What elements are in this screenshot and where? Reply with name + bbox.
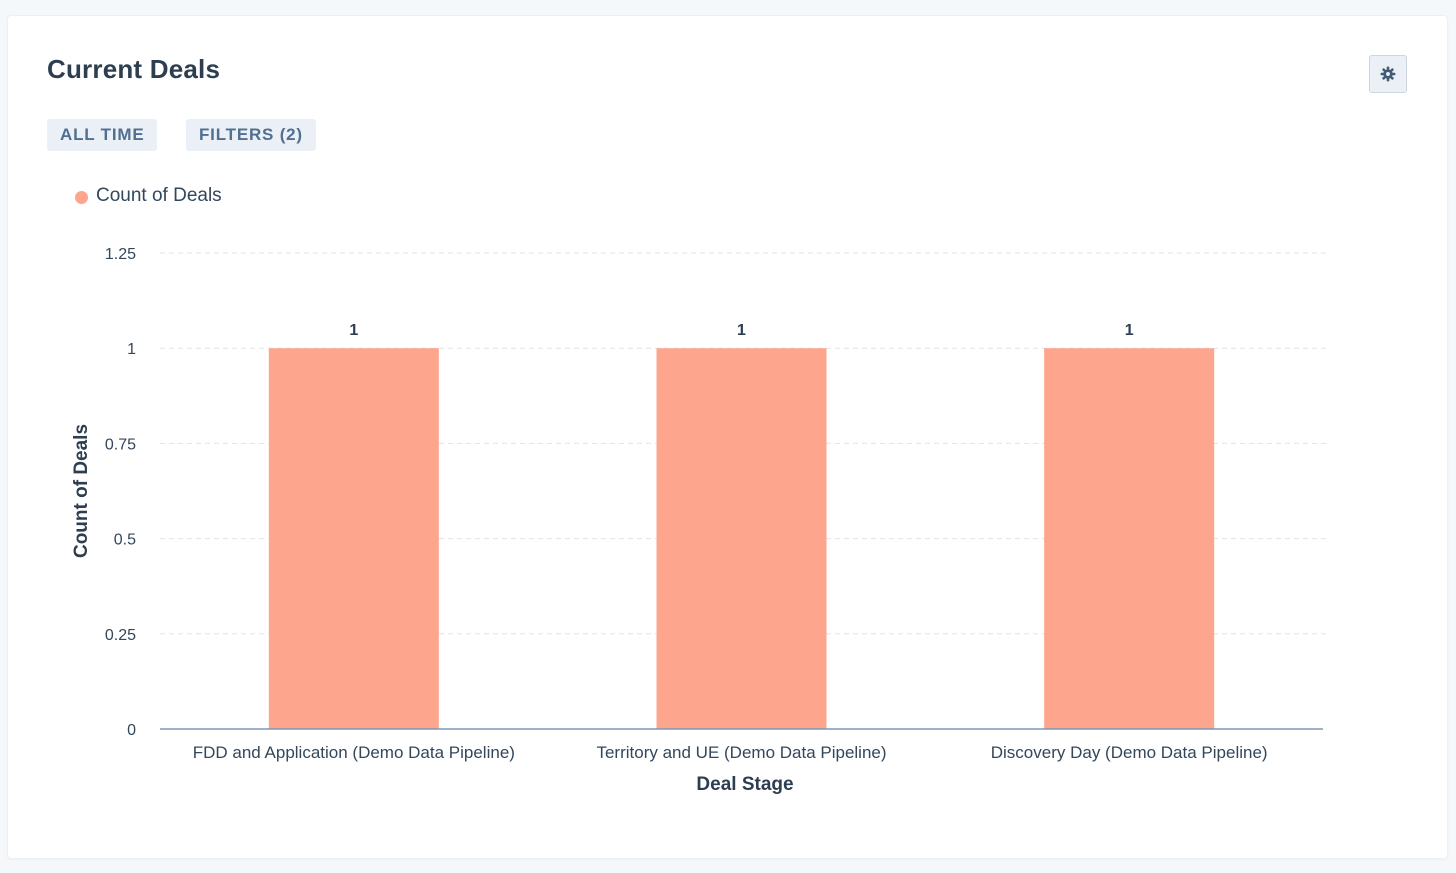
chart-legend: Count of Deals (75, 185, 222, 207)
bar (656, 348, 827, 729)
bar (268, 348, 439, 729)
data-label: 1 (349, 322, 358, 339)
report-title: Current Deals (47, 54, 221, 84)
date-range-filter[interactable]: ALL TIME (47, 119, 158, 151)
legend-swatch (75, 190, 88, 204)
y-tick-label: 0.75 (105, 436, 136, 453)
filters-button[interactable]: FILTERS (2) (186, 119, 316, 151)
y-tick-label: 0.25 (105, 627, 136, 644)
y-axis-title: Count of Deals (71, 424, 92, 558)
data-label: 1 (1125, 322, 1134, 339)
x-tick-label: Discovery Day (Demo Data Pipeline) (991, 743, 1268, 762)
gear-icon (1380, 66, 1396, 82)
data-label: 1 (737, 322, 746, 339)
x-axis-title: Deal Stage (696, 774, 793, 795)
legend-label: Count of Deals (96, 185, 222, 206)
x-tick-label: FDD and Application (Demo Data Pipeline) (193, 743, 515, 762)
settings-button[interactable] (1369, 55, 1407, 93)
y-tick-label: 0.5 (114, 532, 136, 549)
y-tick-label: 1 (127, 341, 136, 358)
y-tick-label: 0 (127, 722, 136, 739)
bar (1044, 348, 1215, 729)
x-tick-label: Territory and UE (Demo Data Pipeline) (596, 743, 886, 762)
y-tick-label: 1.25 (105, 246, 136, 263)
